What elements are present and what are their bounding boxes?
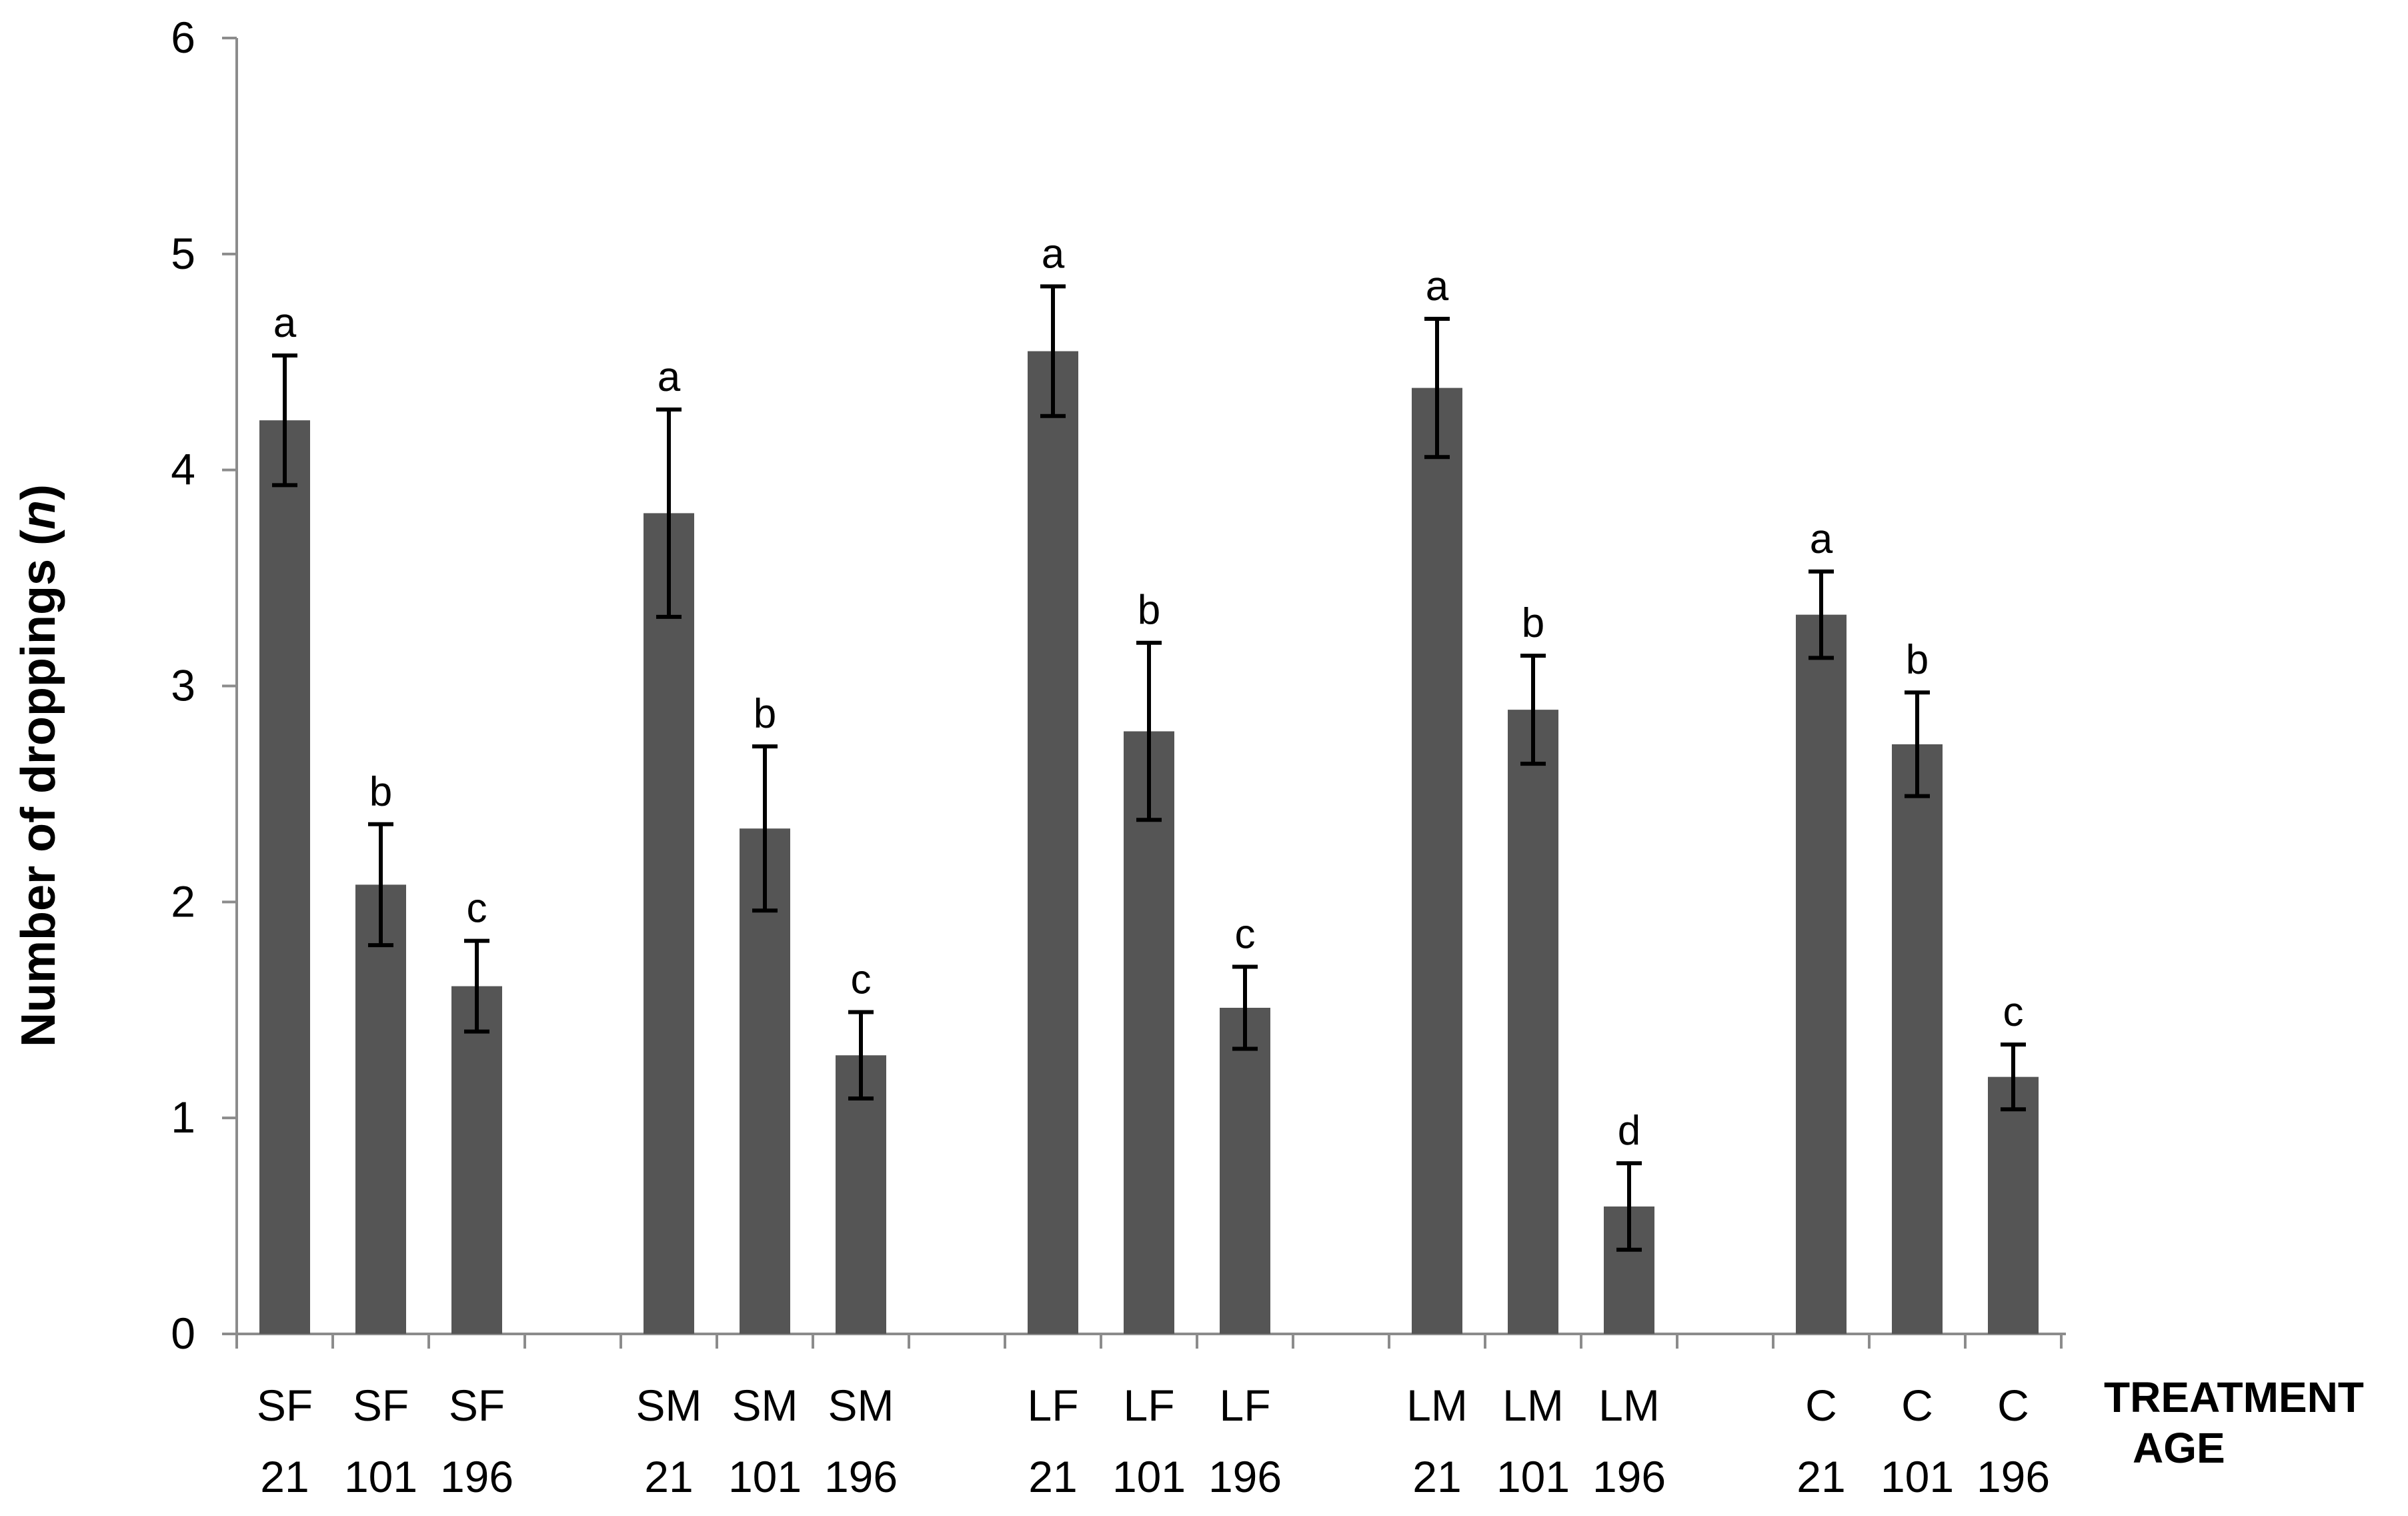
axes: 0 1 2 3 4 5 6 — [171, 13, 2066, 1358]
age-label: 196 — [440, 1452, 513, 1501]
age-label: 196 — [1208, 1452, 1282, 1501]
significance-label: b — [369, 769, 392, 815]
significance-label: b — [754, 691, 776, 737]
age-label: 196 — [1977, 1452, 2050, 1501]
treatment-label: LF — [1219, 1381, 1270, 1430]
bar — [644, 513, 694, 1334]
significance-label: b — [1522, 600, 1544, 646]
bar — [1412, 388, 1462, 1334]
treatment-label: LF — [1123, 1381, 1174, 1430]
bar — [1988, 1076, 2039, 1334]
y-tick-label: 6 — [171, 13, 195, 62]
significance-label: d — [1618, 1108, 1640, 1154]
treatment-label: SM — [828, 1381, 894, 1430]
bar — [451, 986, 502, 1334]
treatment-label: SF — [257, 1381, 313, 1430]
treatment-label: C — [1997, 1381, 2029, 1430]
treatment-label: C — [1901, 1381, 1933, 1430]
treatment-label: LM — [1598, 1381, 1660, 1430]
significance-label: b — [1906, 637, 1929, 683]
labels: a SF 21 b SF 101 c SF 196 a SM 21 b SM 101 c SM 196 a LF 21 b… — [257, 231, 2050, 1501]
age-label: 101 — [728, 1452, 802, 1501]
age-label: 101 — [1881, 1452, 1954, 1501]
treatment-label: SM — [636, 1381, 702, 1430]
age-label: 101 — [1112, 1452, 1186, 1501]
bar — [1796, 614, 1847, 1334]
y-tick-label: 2 — [171, 876, 195, 926]
treatment-label: SM — [732, 1381, 798, 1430]
age-label: 196 — [824, 1452, 898, 1501]
significance-label: a — [658, 354, 681, 400]
age-label: 21 — [1412, 1452, 1461, 1501]
age-label: 21 — [1028, 1452, 1077, 1501]
bar — [259, 420, 310, 1334]
treatment-label: C — [1805, 1381, 1837, 1430]
legend-age: AGE — [2133, 1424, 2225, 1472]
significance-label: c — [1235, 911, 1256, 957]
y-tick-label: 4 — [171, 445, 195, 494]
bar — [836, 1055, 886, 1334]
age-label: 101 — [344, 1452, 417, 1501]
bar — [1028, 351, 1078, 1334]
treatment-label: SF — [449, 1381, 505, 1430]
y-axis-label: Number of droppings (n) — [12, 484, 65, 1047]
bar — [740, 828, 790, 1334]
bar — [1124, 731, 1174, 1334]
significance-label: a — [273, 300, 297, 346]
significance-label: a — [1042, 231, 1065, 277]
age-label: 21 — [260, 1452, 309, 1501]
age-label: 21 — [1796, 1452, 1845, 1501]
y-tick-label: 0 — [171, 1309, 195, 1358]
bar — [1508, 710, 1558, 1334]
age-label: 21 — [644, 1452, 693, 1501]
bar — [355, 884, 406, 1334]
y-tick-label: 1 — [171, 1092, 195, 1142]
significance-label: c — [851, 956, 872, 1002]
bars — [259, 284, 2039, 1334]
age-label: 196 — [1592, 1452, 1666, 1501]
treatment-label: LM — [1406, 1381, 1468, 1430]
treatment-label: SF — [353, 1381, 409, 1430]
bar — [1892, 744, 1943, 1334]
significance-label: a — [1810, 516, 1833, 562]
age-label: 101 — [1496, 1452, 1570, 1501]
bar — [1220, 1008, 1270, 1334]
significance-label: a — [1426, 263, 1449, 309]
significance-label: c — [2003, 989, 2024, 1035]
significance-label: b — [1138, 588, 1160, 634]
significance-label: c — [467, 886, 487, 932]
y-tick-label: 3 — [171, 661, 195, 710]
y-tick-label: 5 — [171, 229, 195, 278]
treatment-label: LF — [1027, 1381, 1078, 1430]
legend-treatment: TREATMENT — [2104, 1373, 2364, 1421]
treatment-label: LM — [1502, 1381, 1564, 1430]
